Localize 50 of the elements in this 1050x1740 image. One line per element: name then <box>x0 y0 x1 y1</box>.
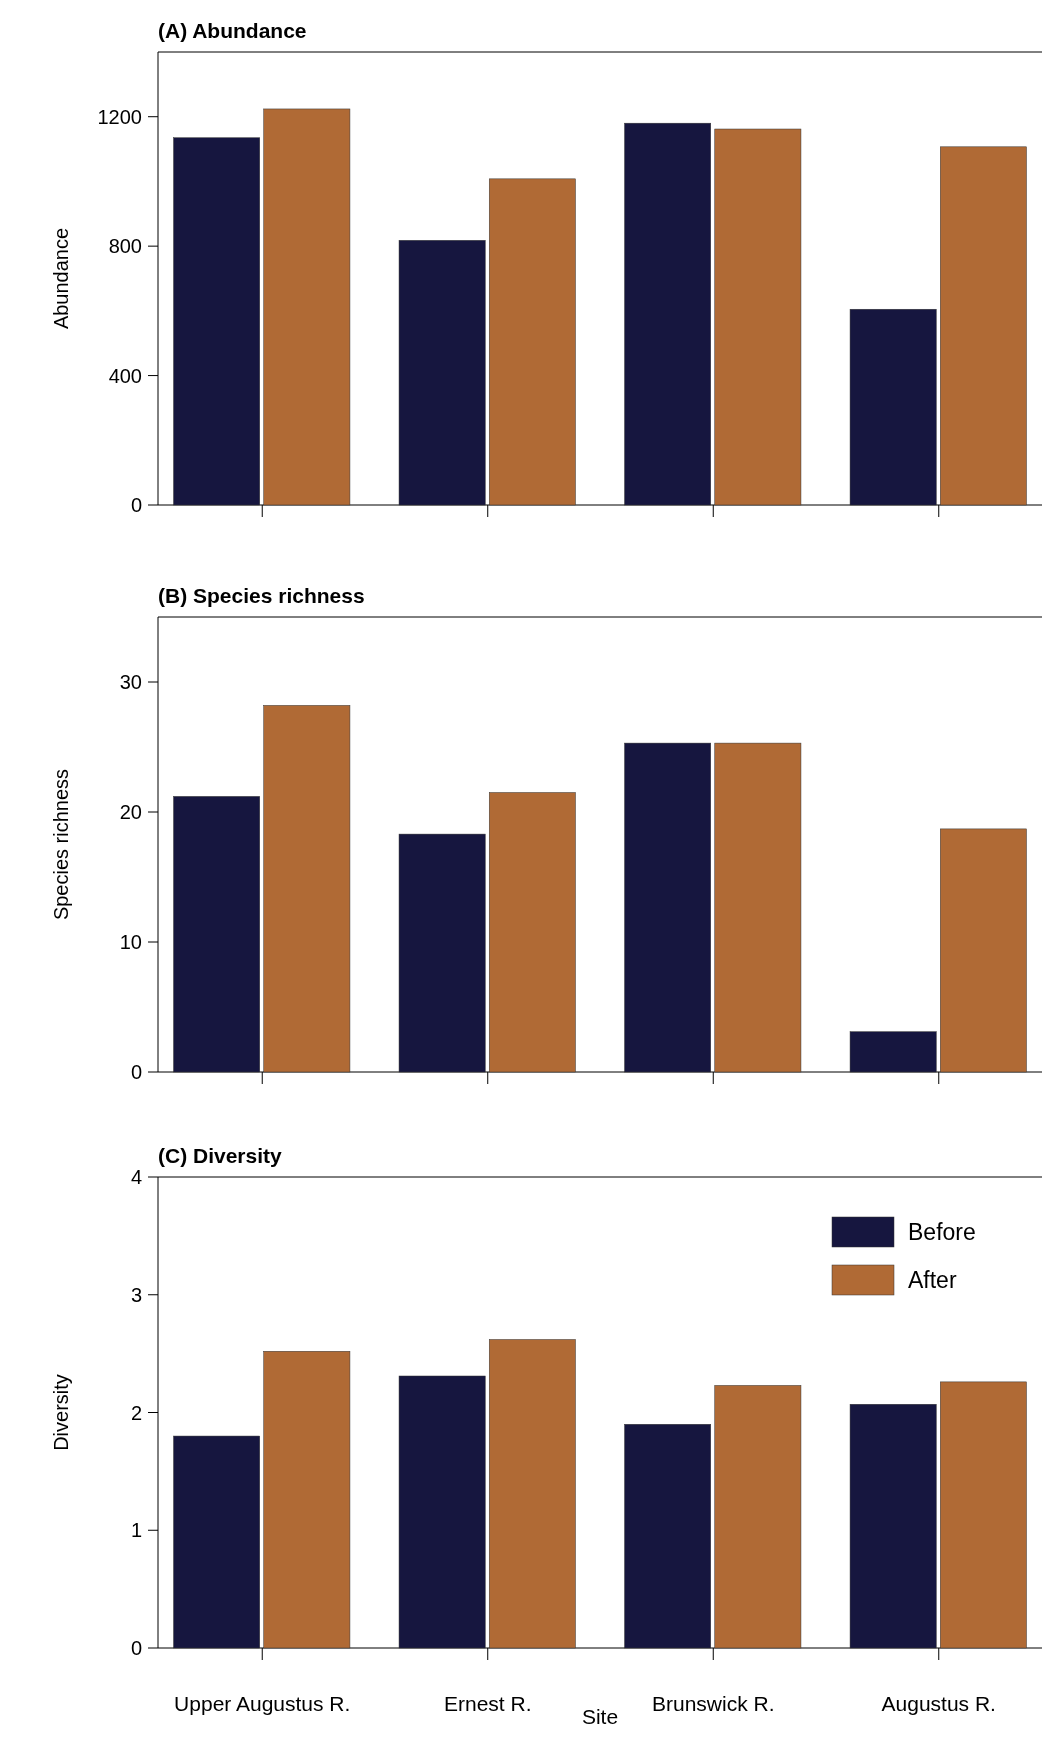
chart-title: (C) Diversity <box>158 1144 283 1167</box>
y-tick-label: 1 <box>130 1519 142 1542</box>
bar <box>398 833 486 1073</box>
x-tick-label: Augustus R. <box>881 1691 996 1715</box>
bar <box>263 108 351 506</box>
bar <box>398 240 486 506</box>
bar <box>173 796 260 1073</box>
bar <box>714 128 802 506</box>
bar <box>940 146 1027 506</box>
y-axis-title: Abundance <box>50 227 72 330</box>
bar <box>940 828 1027 1073</box>
y-tick-label: 0 <box>130 1637 142 1659</box>
chart-title: (B) Species richness <box>158 584 365 607</box>
bar <box>489 792 576 1073</box>
bar <box>849 1031 937 1073</box>
legend-label: Before <box>908 1219 976 1246</box>
x-axis-title: Site <box>581 1705 619 1728</box>
y-tick-label: 4 <box>130 1166 142 1188</box>
y-tick-label: 0 <box>130 494 142 516</box>
bar <box>398 1375 486 1649</box>
bar <box>624 742 712 1073</box>
bar <box>489 178 576 506</box>
bar <box>489 1339 576 1649</box>
legend-label: After <box>908 1267 957 1294</box>
x-tick-label: Ernest R. <box>443 1691 532 1715</box>
y-axis-title: Diversity <box>50 1374 72 1451</box>
chart-title: (A) Abundance <box>158 19 307 42</box>
y-tick-label: 1200 <box>97 105 142 128</box>
y-tick-label: 2 <box>130 1401 142 1424</box>
bar <box>849 308 937 506</box>
y-tick-label: 3 <box>130 1283 142 1306</box>
bar <box>263 1351 351 1649</box>
bar <box>173 1435 260 1649</box>
bar <box>624 122 712 506</box>
x-tick-label: Brunswick R. <box>651 1691 775 1715</box>
x-tick-label: Upper Augustus R. <box>174 1691 351 1715</box>
bar <box>263 705 351 1073</box>
y-tick-label: 800 <box>108 235 142 258</box>
bar <box>173 137 260 506</box>
bar <box>714 742 802 1073</box>
y-tick-label: 10 <box>119 931 142 953</box>
y-tick-label: 0 <box>130 1061 142 1083</box>
bar <box>714 1385 802 1649</box>
bar <box>940 1381 1027 1649</box>
y-axis-title: Species richness <box>50 768 72 921</box>
y-tick-label: 30 <box>119 671 142 693</box>
y-tick-label: 400 <box>108 364 142 387</box>
bar <box>624 1424 712 1649</box>
y-tick-label: 20 <box>119 801 142 823</box>
bar <box>849 1404 937 1649</box>
